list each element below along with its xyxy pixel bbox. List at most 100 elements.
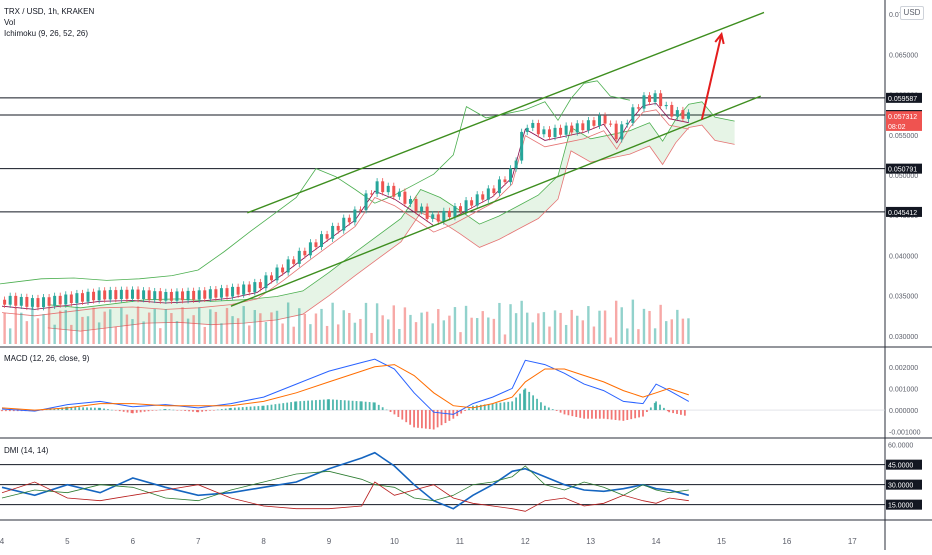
dmi-adx-line	[1, 451, 690, 510]
x-tick-label: 12	[521, 537, 530, 546]
macd-histogram-bar	[151, 410, 154, 411]
volume-bar	[147, 312, 151, 344]
macd-histogram-bar	[8, 410, 11, 412]
candle-body	[659, 93, 663, 107]
candle-body	[648, 95, 652, 102]
candle-body	[325, 234, 329, 239]
dmi-plus-di-line	[1, 465, 689, 502]
macd-histogram-bar	[594, 410, 597, 419]
volume-bar	[681, 318, 685, 344]
candle-body	[509, 168, 513, 183]
macd-histogram-bar	[559, 410, 562, 413]
y-tick-label: 0.050000	[889, 173, 918, 180]
candle-body	[269, 275, 273, 281]
volume-bar	[303, 313, 307, 344]
macd-histogram-bar	[61, 407, 64, 411]
macd-histogram-bar	[159, 409, 162, 411]
candle-body	[36, 298, 40, 308]
candle-body	[69, 294, 73, 304]
candle-body	[520, 131, 524, 161]
candle-body	[581, 123, 585, 131]
candle-body	[642, 95, 646, 109]
volume-bar	[431, 323, 434, 344]
channel-lower-line	[230, 95, 761, 307]
volume-bar	[75, 306, 79, 344]
macd-histogram-bar	[359, 401, 362, 411]
macd-histogram-bar	[196, 410, 198, 413]
candle-body	[597, 115, 601, 126]
candle-body	[386, 185, 390, 193]
candle-body	[136, 289, 140, 300]
macd-histogram-bar	[12, 410, 15, 412]
macd-histogram-bar	[16, 410, 19, 412]
volume-bar	[320, 308, 323, 344]
ichimoku-legend: Ichimoku (9, 26, 52, 26)	[4, 29, 89, 38]
symbol-legend: TRX / USD, 1h, KRAKEN	[4, 7, 95, 16]
macd-histogram-bar	[107, 409, 109, 411]
macd-histogram-bar	[397, 410, 400, 417]
candle-body	[314, 242, 318, 247]
macd-histogram-bar	[70, 406, 73, 411]
macd-histogram-bar	[110, 409, 113, 411]
macd-histogram-bar	[507, 401, 510, 411]
volume-bar	[142, 321, 145, 344]
volume-bar	[531, 322, 534, 344]
volume-bar	[153, 308, 156, 344]
volume-bar	[665, 321, 668, 344]
macd-histogram-bar	[131, 410, 134, 414]
macd-histogram-bar	[464, 410, 466, 411]
candle-body	[609, 123, 613, 125]
currency-button[interactable]: USD	[900, 6, 924, 20]
volume-bar	[59, 310, 62, 344]
volume-bar	[86, 316, 90, 344]
candle-body	[570, 125, 574, 133]
candle-body	[164, 291, 168, 301]
y-tick-label: 0.055000	[889, 133, 918, 140]
volume-bar	[637, 329, 640, 344]
volume-bar	[314, 313, 318, 344]
macd-histogram-bar	[139, 410, 142, 413]
macd-histogram-bar	[90, 407, 92, 411]
macd-histogram-bar	[41, 410, 44, 411]
macd-histogram-bar	[389, 410, 392, 412]
price-label-box	[886, 163, 922, 174]
volume-bar	[125, 314, 129, 344]
volume-bar	[181, 307, 184, 344]
x-tick-label: 5	[65, 537, 70, 546]
macd-histogram-bar	[213, 410, 215, 411]
candle-body	[75, 293, 79, 304]
candle-body	[686, 112, 690, 119]
volume-bar	[631, 299, 635, 344]
x-tick-label: 9	[327, 537, 332, 546]
macd-histogram-bar	[614, 410, 617, 420]
volume-bar	[20, 312, 23, 344]
macd-histogram-bar	[209, 410, 211, 411]
macd-histogram-bar	[164, 408, 167, 411]
macd-histogram-bar	[74, 407, 77, 411]
candle-body	[370, 193, 374, 195]
dmi-y-tick-label: 60.0000	[888, 443, 913, 450]
macd-histogram-bar	[377, 404, 380, 411]
macd-histogram-bar	[483, 404, 486, 411]
candle-body	[514, 160, 518, 169]
candle-body	[475, 194, 479, 206]
macd-histogram-bar	[307, 400, 310, 411]
volume-bar	[609, 337, 612, 344]
volume-bar	[648, 310, 651, 344]
x-tick-label: 10	[390, 537, 399, 546]
candle-body	[80, 293, 84, 302]
volume-bar	[414, 322, 418, 344]
macd-histogram-bar	[343, 400, 346, 411]
volume-bar	[392, 305, 395, 344]
x-tick-label: 7	[196, 537, 201, 546]
candle-body	[408, 198, 412, 204]
volume-bar	[209, 309, 212, 344]
macd-histogram-bar	[487, 404, 490, 411]
candle-body	[47, 297, 51, 306]
volume-bar	[109, 309, 112, 344]
candle-body	[336, 225, 340, 231]
candle-body	[497, 179, 501, 194]
macd-histogram-bar	[163, 409, 166, 411]
